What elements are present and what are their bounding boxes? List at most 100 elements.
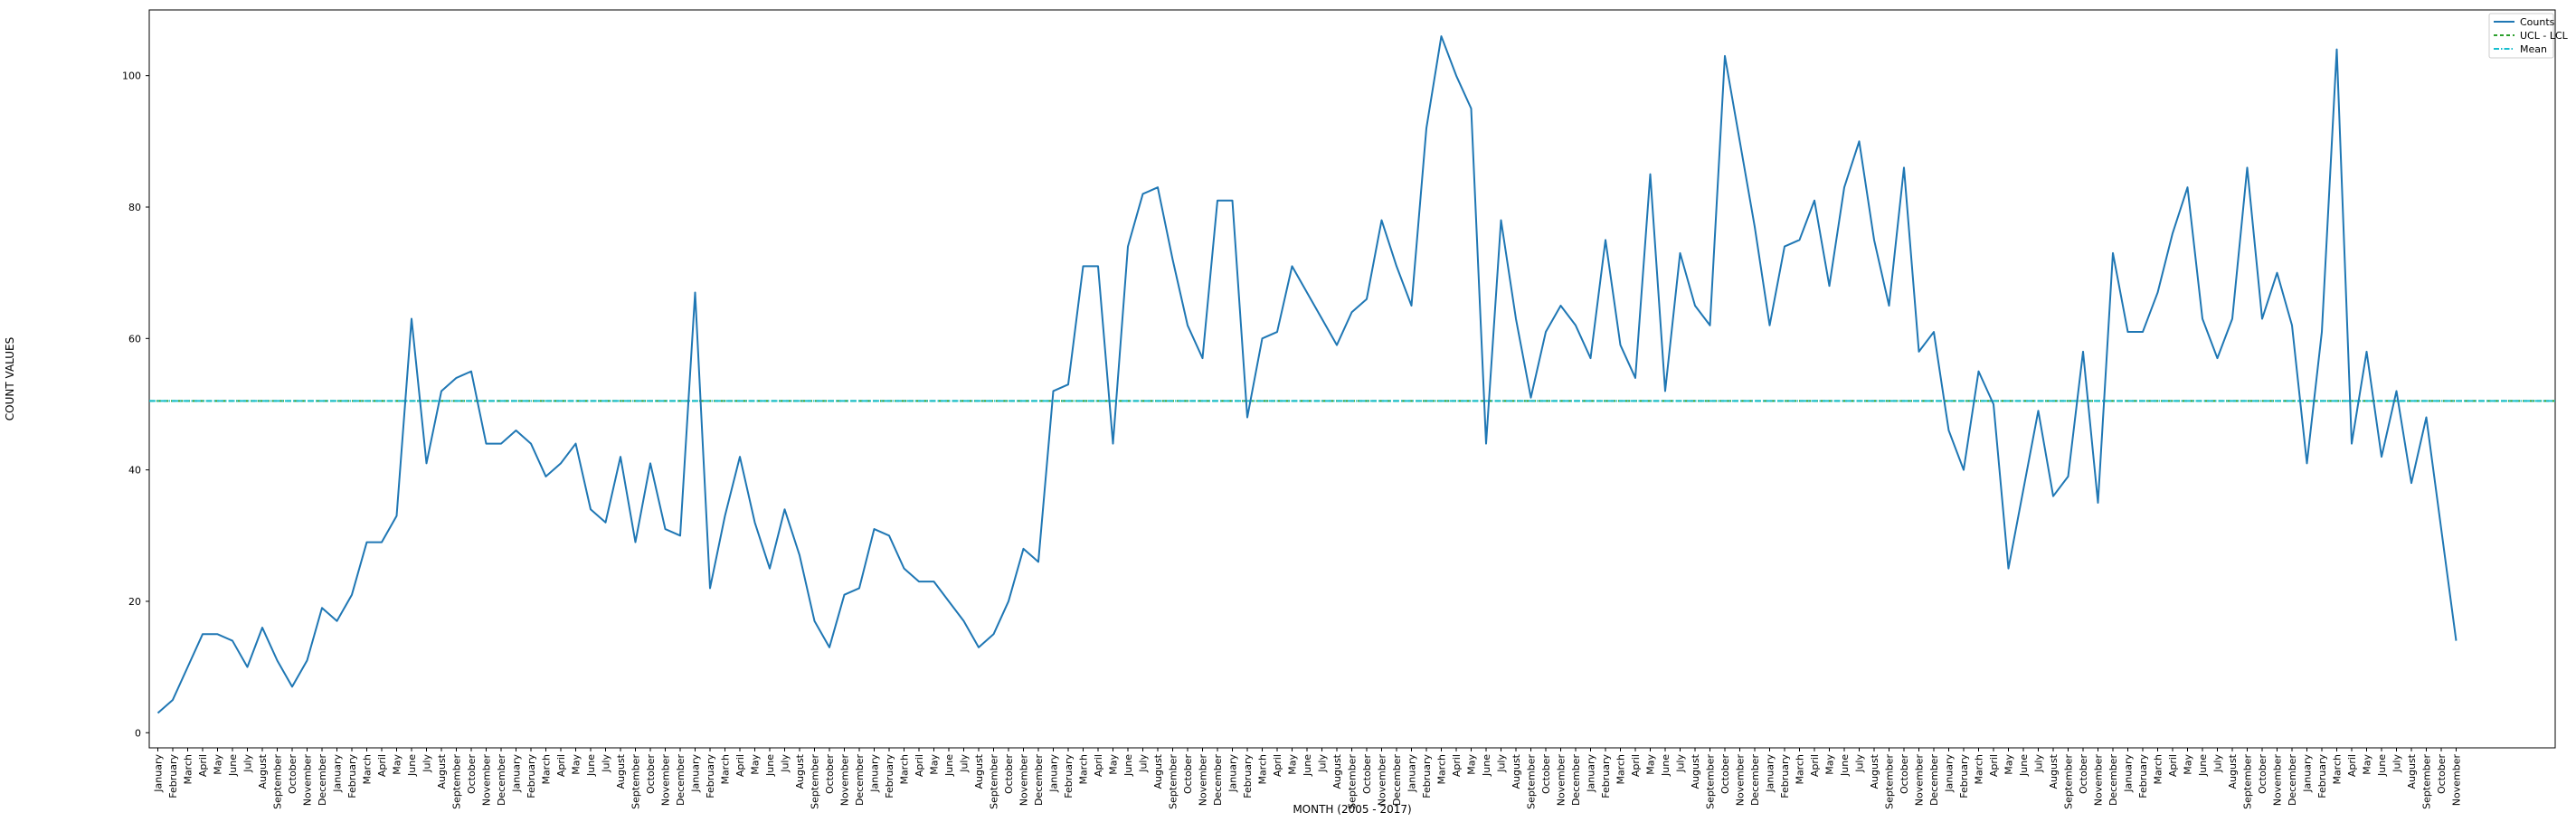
x-tick-label: April xyxy=(734,754,746,777)
x-tick-label: July xyxy=(1854,754,1866,773)
x-tick-label: April xyxy=(1451,754,1463,777)
x-tick-label: April xyxy=(1093,754,1104,777)
x-tick-label: April xyxy=(197,754,209,777)
x-tick-label: April xyxy=(1630,754,1642,777)
x-tick-label: July xyxy=(780,754,791,773)
legend-box xyxy=(2488,13,2554,59)
x-tick-label: June xyxy=(2018,754,2030,777)
x-tick-label: December xyxy=(1570,754,1582,807)
x-tick-label: January xyxy=(1227,754,1239,793)
x-tick-label: January xyxy=(869,754,881,793)
x-tick-label: September xyxy=(989,754,1000,809)
x-tick-label: December xyxy=(1033,754,1045,807)
x-tick-label: August xyxy=(794,753,806,789)
x-tick-label: June xyxy=(2376,754,2388,777)
x-tick-label: February xyxy=(1063,754,1075,798)
x-tick-label: January xyxy=(1944,754,1956,793)
x-tick-label: August xyxy=(436,753,448,789)
x-tick-label: December xyxy=(675,754,687,807)
x-tick-label: February xyxy=(346,754,358,798)
x-tick-label: July xyxy=(601,754,612,773)
x-tick-label: April xyxy=(2346,754,2358,777)
x-tick-label: July xyxy=(1138,754,1150,773)
x-tick-label: September xyxy=(810,754,821,809)
x-tick-label: June xyxy=(1839,754,1851,777)
x-tick-label: March xyxy=(2332,754,2344,785)
plot-area xyxy=(148,9,2556,749)
x-tick-label: January xyxy=(332,754,344,793)
x-tick-label: November xyxy=(1198,754,1209,807)
x-tick-label: October xyxy=(1719,754,1731,794)
x-tick-label: August xyxy=(2048,753,2060,789)
x-tick-label: September xyxy=(2242,754,2254,809)
x-tick-label: February xyxy=(2137,754,2149,798)
x-tick-label: February xyxy=(167,754,179,798)
x-tick-label: October xyxy=(1182,754,1194,794)
x-tick-label: May xyxy=(2183,754,2194,775)
x-tick-label: March xyxy=(541,754,553,785)
x-tick-label: May xyxy=(750,754,762,775)
x-tick-label: September xyxy=(1168,754,1179,809)
x-tick-label: July xyxy=(959,754,971,773)
x-tick-label: September xyxy=(2063,754,2075,809)
x-tick-label: November xyxy=(839,754,851,807)
x-tick-label: May xyxy=(1108,754,1120,775)
x-tick-label: June xyxy=(943,754,955,777)
x-tick-label: June xyxy=(1302,754,1313,777)
x-tick-label: July xyxy=(1496,754,1508,773)
x-tick-label: December xyxy=(317,754,328,807)
x-tick-label: June xyxy=(2197,754,2209,777)
x-tick-label: June xyxy=(227,754,239,777)
x-tick-label: September xyxy=(272,754,284,809)
x-tick-label: March xyxy=(1795,754,1806,785)
x-axis-ticks: January February March April May June July Augu… xyxy=(153,748,2463,809)
x-tick-label: October xyxy=(2436,754,2448,794)
x-tick-label: October xyxy=(1361,754,1373,794)
x-tick-label: December xyxy=(854,754,866,807)
x-tick-label: March xyxy=(899,754,911,785)
x-tick-label: November xyxy=(1735,754,1747,807)
x-tick-label: May xyxy=(1645,754,1657,775)
x-tick-label: August xyxy=(2227,753,2239,789)
x-tick-label: November xyxy=(302,754,314,807)
x-tick-label: December xyxy=(2107,754,2119,807)
x-tick-label: April xyxy=(2167,754,2179,777)
x-tick-label: May xyxy=(1824,754,1836,775)
x-tick-label: September xyxy=(1347,754,1359,809)
x-tick-label: February xyxy=(1421,754,1433,798)
x-tick-label: June xyxy=(406,754,418,777)
x-tick-label: September xyxy=(1884,754,1896,809)
x-tick-label: August xyxy=(1511,753,1522,789)
y-tick-label: 100 xyxy=(122,71,141,82)
x-tick-label: August xyxy=(257,753,269,789)
x-tick-label: May xyxy=(2362,754,2373,775)
x-tick-label: November xyxy=(2093,754,2105,807)
x-tick-label: November xyxy=(2272,754,2284,807)
x-tick-label: August xyxy=(2406,753,2418,789)
x-tick-label: March xyxy=(1078,754,1090,785)
x-tick-label: December xyxy=(1928,754,1940,807)
x-tick-label: May xyxy=(2003,754,2015,775)
x-tick-label: April xyxy=(914,754,925,777)
y-tick-label: 20 xyxy=(128,596,141,608)
x-tick-label: June xyxy=(1660,754,1672,777)
y-axis-ticks: 0 20 40 60 80 100 xyxy=(122,71,149,739)
x-tick-label: April xyxy=(1809,754,1821,777)
x-tick-label: October xyxy=(645,754,657,794)
x-tick-label: December xyxy=(496,754,507,807)
x-tick-label: January xyxy=(690,754,702,793)
x-tick-label: September xyxy=(630,754,642,809)
x-tick-label: July xyxy=(242,754,254,773)
x-tick-label: August xyxy=(615,753,627,789)
x-tick-label: August xyxy=(1152,753,1164,789)
x-tick-label: March xyxy=(1436,754,1448,785)
x-tick-label: November xyxy=(660,754,672,807)
x-tick-label: May xyxy=(929,754,941,775)
x-tick-label: July xyxy=(1675,754,1687,773)
x-tick-label: November xyxy=(1556,754,1567,807)
x-tick-label: March xyxy=(2153,754,2164,785)
x-tick-label: May xyxy=(213,754,224,775)
x-tick-label: June xyxy=(1481,754,1492,777)
x-tick-label: February xyxy=(705,754,716,798)
x-tick-label: December xyxy=(1391,754,1403,807)
